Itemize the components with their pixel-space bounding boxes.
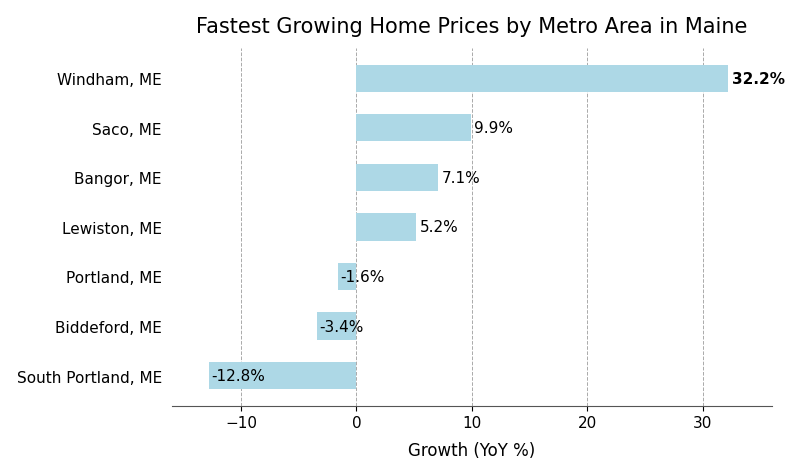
Bar [317, 313, 356, 340]
Bar [356, 164, 438, 191]
Bar [356, 115, 470, 142]
Bar [209, 362, 356, 389]
Text: 32.2%: 32.2% [732, 71, 785, 87]
Bar [356, 65, 728, 93]
Title: Fastest Growing Home Prices by Metro Area in Maine: Fastest Growing Home Prices by Metro Are… [196, 17, 747, 37]
Text: -1.6%: -1.6% [340, 269, 385, 284]
Text: -3.4%: -3.4% [319, 319, 364, 334]
X-axis label: Growth (YoY %): Growth (YoY %) [408, 441, 535, 459]
Text: 7.1%: 7.1% [442, 170, 481, 186]
Text: -12.8%: -12.8% [211, 368, 265, 383]
Bar [356, 214, 417, 241]
Text: 5.2%: 5.2% [420, 220, 458, 235]
Text: 9.9%: 9.9% [474, 121, 513, 136]
Bar [338, 263, 356, 290]
